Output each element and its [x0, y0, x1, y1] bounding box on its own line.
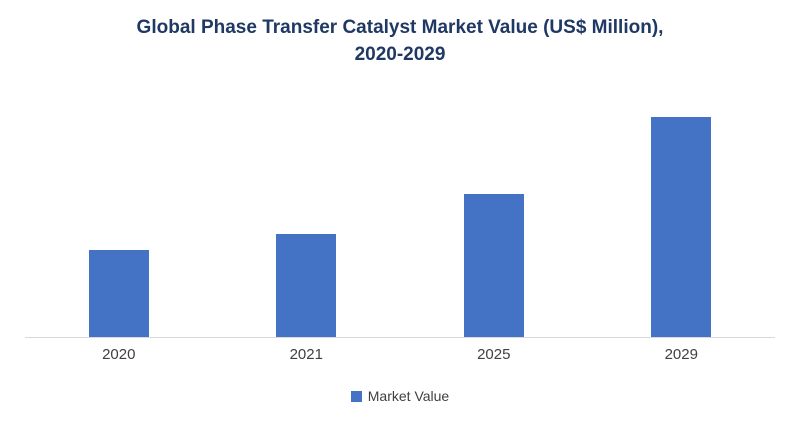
chart-title: Global Phase Transfer Catalyst Market Va…: [0, 14, 800, 68]
bar-slot: [25, 87, 213, 337]
bar-2020: [88, 250, 149, 337]
bar-2021: [276, 234, 337, 337]
chart-title-line1: Global Phase Transfer Catalyst Market Va…: [136, 17, 664, 38]
bar-slot: [400, 87, 588, 337]
x-axis-label-2021: 2021: [289, 346, 323, 363]
legend-swatch-icon: [350, 390, 362, 402]
legend: Market Value: [0, 388, 800, 404]
bar-slot: [213, 87, 401, 337]
x-axis-label-2025: 2025: [477, 346, 511, 363]
legend-label: Market Value: [367, 388, 450, 404]
x-axis-labels: 2020 2021 2025 2029: [25, 346, 775, 363]
plot-area: [25, 87, 775, 338]
x-axis-label-2029: 2029: [664, 346, 698, 363]
bar-2025: [463, 194, 524, 337]
bar-slot: [588, 87, 776, 337]
chart-title-line2: 2020-2029: [354, 44, 446, 65]
bar-2029: [651, 117, 712, 337]
x-axis-label-2020: 2020: [102, 346, 136, 363]
